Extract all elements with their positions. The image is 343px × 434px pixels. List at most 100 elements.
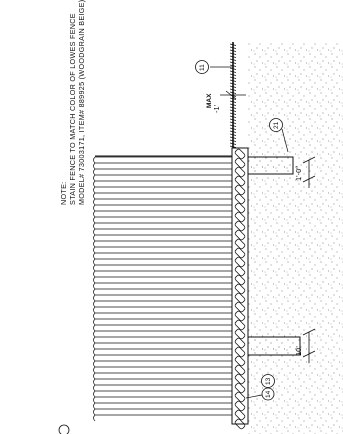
fence-board-end [93,162,96,170]
gravel-stone [234,175,246,187]
fence-board-end [93,210,96,218]
dimension-right-label: 1'-0" [294,166,303,181]
gravel-stone [234,274,246,286]
fence-board-end [93,282,96,290]
gravel-stone [234,193,246,205]
fence-board-end [93,276,96,284]
dimension-height [220,90,246,100]
fence-board-end [93,318,96,326]
fence-board-end [93,186,96,194]
grass-blade [229,121,237,124]
gravel-stone [234,346,246,358]
gravel-stone [234,202,246,214]
grass-blade [229,139,237,142]
grass-blade [229,127,237,130]
fence-board-end [93,300,96,308]
gravel-stone [234,310,246,322]
grass-blade [229,79,237,82]
gravel-stone [234,319,246,331]
gravel-stone [234,373,246,385]
fence-board-end [93,342,96,350]
grass-blade [229,70,237,73]
fence-board-end [93,414,96,422]
gravel-stone [234,220,246,232]
grass-blade [229,88,237,91]
fence-board-end [93,168,96,176]
gravel-stone [234,328,246,340]
grass-blade [229,67,237,70]
fence-board-end [93,174,96,182]
grass-blade [229,46,237,49]
gravel-stone [234,265,246,277]
fence-board-end [93,354,96,362]
fence-board-end [93,264,96,272]
grass-blade [229,55,237,58]
grass-blade [229,58,237,61]
fence-board-end [93,390,96,398]
fence-board-end [93,258,96,266]
gravel-stone [234,382,246,394]
note-heading: NOTE: [59,182,68,205]
fence-board-end [93,324,96,332]
gravel-stone [234,229,246,241]
fence-board-end [93,204,96,212]
dimension-left-label: 10' [294,346,303,356]
post-footing-upper [245,156,294,175]
gravel-stone [234,355,246,367]
gravel-base [231,147,249,425]
callout-bottom [245,374,275,401]
gravel-stone [234,157,246,169]
gravel-stone [234,256,246,268]
fence-board-end [93,222,96,230]
fence-board-end [93,240,96,248]
grass-blade [229,100,237,103]
grass-blade [229,109,237,112]
callout-partial [58,424,70,434]
gravel-stone [234,148,246,160]
grass-blade [229,103,237,106]
grass-blade [229,85,237,88]
gravel-stone [234,409,246,421]
gravel-stone [234,184,246,196]
callout-top-number: 11 [199,64,206,71]
gravel-stone [234,391,246,403]
fence-board-end [93,234,96,242]
post-footing-lower [245,336,301,356]
grass-blade [229,112,237,115]
gravel-stone [234,364,246,376]
fence-board-end [93,330,96,338]
fence-board-end [93,216,96,224]
fence-slats [93,156,232,422]
note-line-2: MODEL# 73003171, ITEM# 889925 (WOODGRAIN… [77,0,86,205]
fence-board-end [93,372,96,380]
grass-blade [229,91,237,94]
grass-blade [229,106,237,109]
gravel-stone [234,418,246,430]
fence-board-end [93,252,96,260]
fence-board-end [93,246,96,254]
grass-blade [229,133,237,136]
fence-board-end [93,396,96,404]
fence-board-end [93,312,96,320]
fence-board-end [93,270,96,278]
grass-blade [229,130,237,133]
fence-board-end [93,336,96,344]
callout-top [195,60,233,74]
gravel-stone [234,292,246,304]
fence-board-end [93,198,96,206]
grass-blade [229,115,237,118]
gravel-stone [234,247,246,259]
callout-post [269,118,289,153]
fence-board-end [93,408,96,416]
grass-blade [229,43,237,46]
fence-board-end [93,360,96,368]
grass-blade [229,142,237,145]
fence-board-end [93,348,96,356]
grass-blade [229,52,237,55]
gravel-stone [234,337,246,349]
callout-bottom-number-a: 13 [265,377,272,385]
fence-board-end [93,288,96,296]
grass-blade [229,49,237,52]
grass-blade [229,136,237,139]
fence-board-end [93,180,96,188]
